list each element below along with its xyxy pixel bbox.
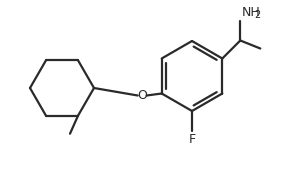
Text: O: O — [137, 89, 147, 102]
Text: F: F — [189, 133, 196, 146]
Text: NH: NH — [241, 5, 260, 18]
Text: 2: 2 — [254, 11, 260, 20]
